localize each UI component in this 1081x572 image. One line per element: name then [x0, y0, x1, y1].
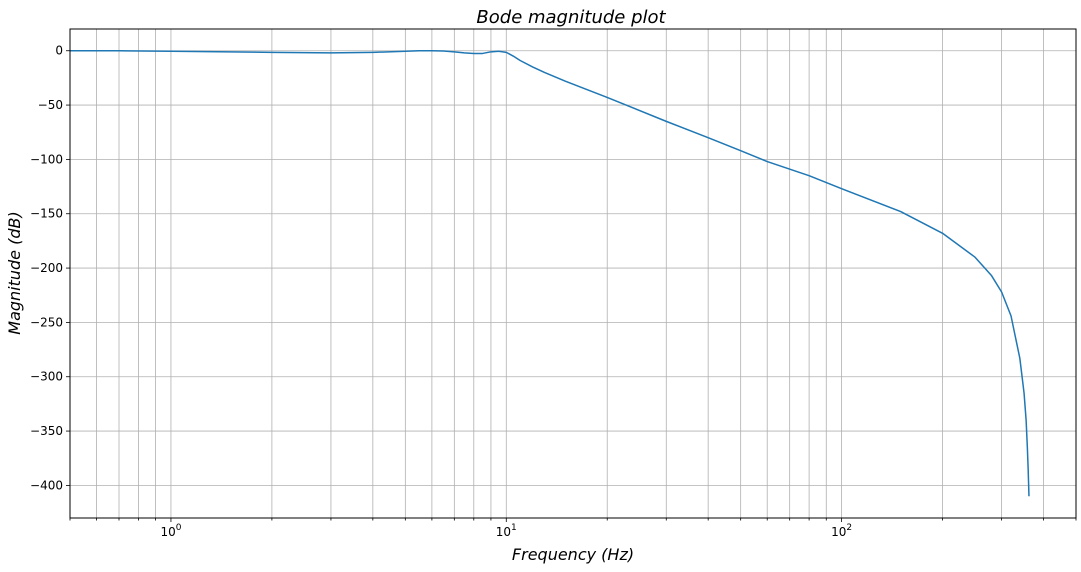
line-layer — [70, 49, 1030, 497]
y-axis-ticks: 0 −50 −100 −150 −200 −250 −300 −350 −400 — [30, 44, 70, 492]
y-axis-title: Magnitude (dB) — [5, 211, 24, 334]
y-tick-label: 0 — [55, 44, 63, 58]
x-tick-label: 100 — [160, 523, 181, 539]
x-axis-title: Frequency (Hz) — [512, 545, 634, 564]
y-tick-label: −150 — [30, 207, 63, 221]
y-tick-label: −100 — [30, 152, 63, 166]
y-tick-label: −300 — [30, 370, 63, 384]
x-tick-label: 102 — [831, 523, 852, 539]
x-tick-label: 101 — [496, 523, 517, 539]
plot-frame — [69, 28, 1077, 519]
y-tick-label: −200 — [30, 261, 63, 275]
grid-lines — [69, 29, 1077, 518]
series-line — [70, 49, 1030, 497]
y-tick-label: −400 — [30, 478, 63, 492]
y-tick-label: −250 — [30, 315, 63, 329]
y-tick-label: −350 — [30, 424, 63, 438]
chart-title: Bode magnitude plot — [476, 7, 666, 28]
x-axis-ticks: 100 101 102 — [69, 518, 1077, 539]
y-tick-label: −50 — [38, 98, 63, 112]
